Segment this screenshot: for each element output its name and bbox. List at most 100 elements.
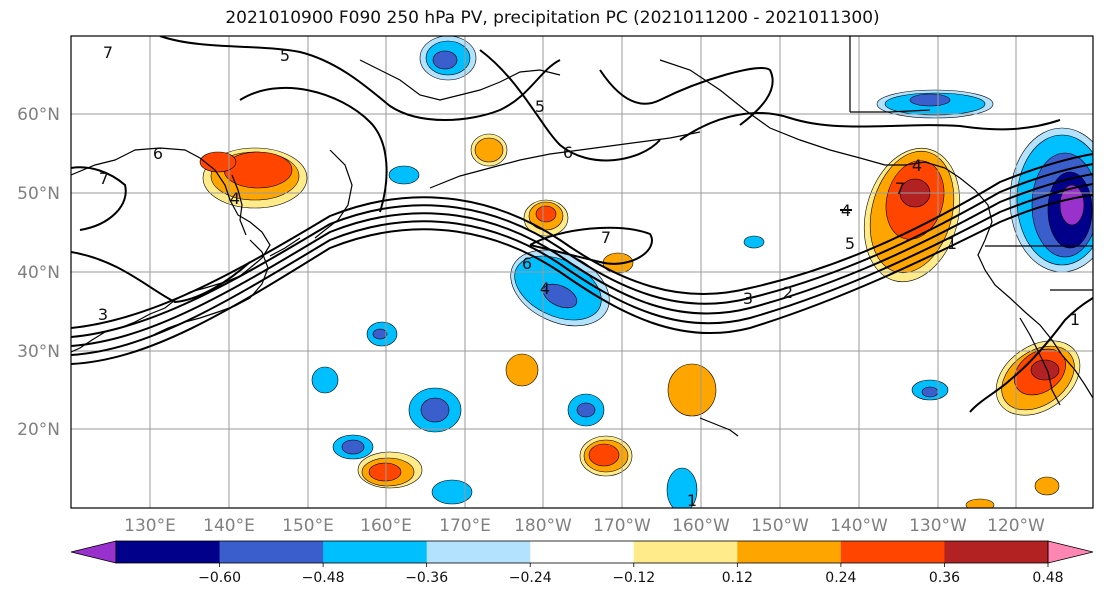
- precip-anomaly-region: [588, 443, 620, 467]
- lon-label: 170°E: [439, 516, 491, 536]
- contour-label: 6: [522, 254, 532, 273]
- pv-contour-13: [71, 166, 127, 231]
- precip-anomaly-region: [1059, 184, 1085, 226]
- colorbar-extend-low: [70, 540, 117, 564]
- colorbar-tick-label: −0.48: [302, 570, 345, 586]
- pv-contour-10: [529, 226, 653, 265]
- colorbar-tick-label: −0.12: [612, 570, 655, 586]
- precip-anomaly-region: [505, 353, 539, 387]
- precip-anomaly-region: [432, 50, 458, 70]
- lon-label: 170°W: [593, 516, 651, 536]
- pv-contours: [71, 36, 1093, 413]
- contour-label: 5: [535, 97, 545, 116]
- precip-anomaly-region: [576, 402, 596, 418]
- lon-label: 120°W: [987, 516, 1045, 536]
- coast-siberia: [359, 59, 561, 101]
- precip-anomaly-region: [667, 363, 717, 417]
- precip-anomaly-region: [1030, 359, 1060, 381]
- contour-label: 6: [563, 143, 573, 162]
- pv-contour-2: [71, 183, 1093, 356]
- longitude-labels: 130°E 140°E 150°E 160°E 170°E 180°W 170°W 160°W…: [124, 516, 1045, 536]
- contour-label: 7: [103, 43, 113, 62]
- contour-label: 7: [601, 228, 611, 247]
- precip-anomaly-region: [921, 386, 939, 398]
- lon-label: 150°E: [282, 516, 334, 536]
- contour-label: 5: [280, 46, 290, 65]
- coast-kamchatka: [314, 149, 353, 239]
- coast-kuril: [269, 237, 301, 257]
- coast-alaska: [659, 59, 1093, 399]
- pv-contour-6: [71, 251, 251, 304]
- latitude-labels: 60°N 50°N 40°N 30°N 20°N: [17, 105, 60, 440]
- colorbar-extend-high: [1047, 540, 1094, 564]
- precip-anomaly-region: [311, 366, 339, 394]
- contour-label: 4: [912, 156, 922, 175]
- contour-label: 4: [841, 201, 851, 220]
- pv-contour-4: [71, 163, 1093, 338]
- pv-contour-9: [479, 49, 661, 162]
- contour-label: 4: [540, 279, 550, 298]
- precip-anomaly-region: [1034, 476, 1060, 496]
- contour-label: 7: [99, 169, 109, 188]
- contour-label: 1: [687, 491, 697, 510]
- lon-label: 160°W: [672, 516, 730, 536]
- precip-anomaly-region: [474, 137, 504, 163]
- pv-contour-8: [239, 87, 388, 213]
- precip-anomaly-region: [666, 467, 698, 508]
- precip-anomaly-region: [743, 235, 765, 249]
- contour-label: 3: [743, 289, 753, 308]
- coast-sakhalin: [231, 174, 247, 236]
- lon-label: 130°W: [909, 516, 967, 536]
- colorbar-tick-label: 0.36: [929, 570, 960, 586]
- colorbar-tick-label: 0.12: [722, 570, 753, 586]
- lat-label: 30°N: [17, 342, 60, 362]
- lon-label: 150°W: [751, 516, 809, 536]
- colorbar-segment: [323, 541, 428, 563]
- coastlines: [71, 36, 1093, 437]
- colorbar-segment: [944, 541, 1049, 563]
- colorbar-segment: [426, 541, 531, 563]
- colorbar-tick-label: 0.48: [1032, 570, 1063, 586]
- pv-contour-3: [71, 173, 1093, 347]
- map-frame: [70, 35, 1094, 509]
- pv-contour-7: [159, 36, 561, 121]
- chart-title: 2021010900 F090 250 hPa PV, precipitatio…: [225, 8, 880, 28]
- precip-anomaly-region: [341, 439, 365, 455]
- contour-label: 6: [153, 144, 163, 163]
- precip-anomaly-region: [909, 93, 951, 107]
- lon-label: 140°E: [203, 516, 255, 536]
- colorbar-frame: [115, 540, 1049, 564]
- colorbar: −0.60 −0.48 −0.36 −0.24 −0.12 0.12 0.24 0.36 0.4…: [70, 540, 1094, 586]
- precip-anomaly-region: [420, 397, 450, 423]
- contour-label: 7: [895, 179, 905, 198]
- coast-hawaii: [699, 417, 739, 437]
- pv-contour-12: [599, 67, 774, 126]
- precip-anomaly-region: [388, 165, 420, 185]
- contour-label: 4: [230, 189, 240, 208]
- lat-label: 60°N: [17, 105, 60, 125]
- pv-contour-1: [71, 194, 1093, 365]
- lon-label: 130°E: [124, 516, 176, 536]
- contour-label: 5: [845, 234, 855, 253]
- colorbar-tick-label: −0.24: [509, 570, 552, 586]
- coast-baja: [1019, 317, 1061, 406]
- colorbar-tick-label: 0.24: [825, 570, 856, 586]
- lat-label: 40°N: [17, 263, 60, 283]
- coast-aleutians: [429, 131, 701, 189]
- precip-anomaly-region: [199, 151, 237, 173]
- colorbar-segment: [737, 541, 842, 563]
- contour-label: 1: [947, 234, 957, 253]
- lon-label: 180°W: [514, 516, 572, 536]
- contour-label: 3: [98, 305, 108, 324]
- lon-label: 160°E: [360, 516, 412, 536]
- colorbar-segment: [530, 541, 635, 563]
- pv-contour-5: [71, 153, 1093, 329]
- precip-anomaly-region: [372, 328, 388, 340]
- colorbar-segment: [633, 541, 738, 563]
- lat-label: 50°N: [17, 184, 60, 204]
- contour-label: 1: [1070, 310, 1080, 329]
- colorbar-segment: [219, 541, 324, 563]
- colorbar-tick-label: −0.36: [405, 570, 448, 586]
- precip-anomaly-region: [542, 283, 578, 309]
